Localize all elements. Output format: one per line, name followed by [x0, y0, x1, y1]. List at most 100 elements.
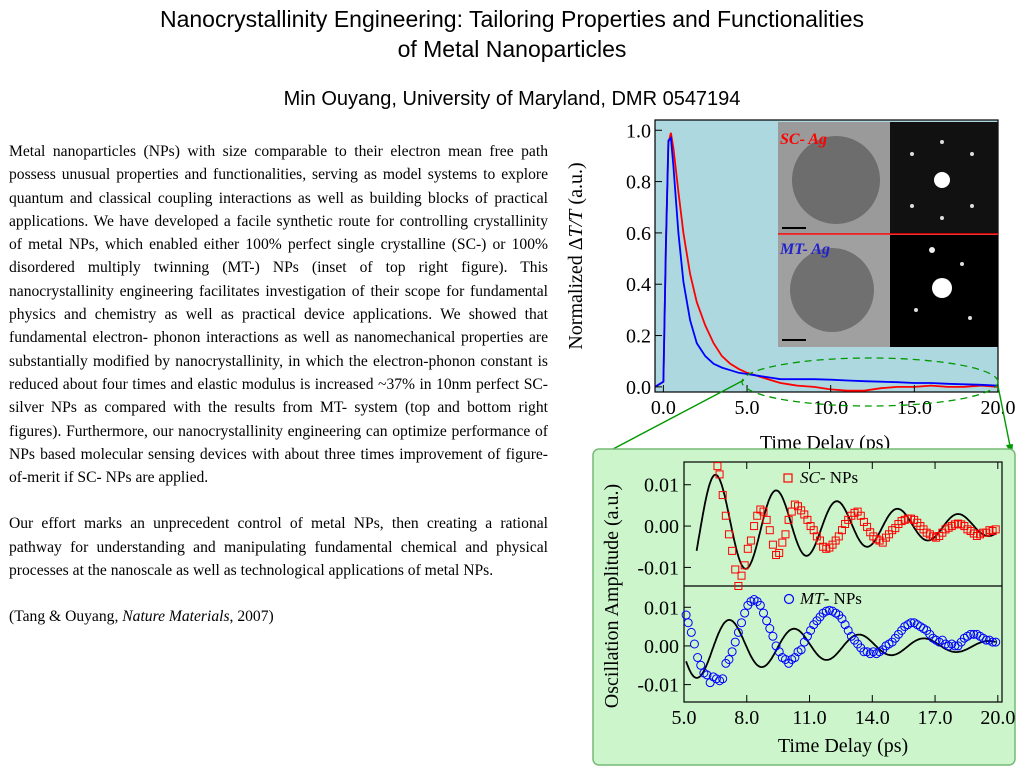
sc-diffraction-spot	[910, 204, 914, 208]
transient-y-tick-label: 1.0	[626, 120, 651, 142]
title-line-2: of Metal Nanoparticles	[397, 36, 627, 62]
sc-data-point	[731, 565, 740, 574]
mt-ag-label: MT- Ag	[779, 241, 830, 258]
sc-data-point	[740, 561, 749, 570]
author-line: Min Ouyang, University of Maryland, DMR …	[283, 88, 741, 110]
mt-data-point	[796, 645, 806, 655]
transient-series-1	[654, 136, 999, 388]
legend-mt-nps: MT- NPs	[783, 589, 862, 608]
mt-data-point	[843, 625, 853, 635]
oscillation-x-tick-label: 20.0	[980, 707, 1015, 729]
transient-x-tick-label: 15.0	[897, 397, 932, 419]
sc-data-point	[781, 530, 790, 539]
body-text: Metal nanoparticles (NPs) with size comp…	[9, 140, 548, 629]
mt-diffraction-spot	[960, 262, 964, 266]
title-line-1: Nanocrystallinity Engineering: Tailoring…	[159, 6, 864, 32]
citation: (Tang & Ouyang, Nature Materials, 2007)	[9, 605, 548, 628]
mt-data-point	[683, 618, 693, 628]
sc-data-point	[715, 470, 724, 479]
citation-prefix: (Tang & Ouyang,	[9, 608, 123, 626]
mt-data-point	[724, 654, 734, 664]
sc-ag-label: SC- Ag	[780, 131, 827, 148]
sc-diffraction-spot	[940, 216, 944, 220]
mt-data-point	[727, 647, 737, 657]
sc-data-point	[991, 525, 1000, 534]
legend-mt-marker	[783, 593, 795, 605]
transient-y-tick-label: 0.8	[626, 172, 651, 194]
sc-data-point	[737, 571, 746, 580]
sc-data-point	[713, 462, 722, 471]
transient-y-axis-label: Normalized ΔT/T (a.u.)	[565, 162, 587, 349]
sc-data-point	[721, 511, 730, 520]
mt-data-point	[840, 620, 850, 630]
mt-data-point	[799, 637, 809, 647]
mt-data-point	[693, 653, 703, 663]
oscillation-y-tick-label: -0.01	[637, 675, 679, 697]
oscillation-x-tick-label: 8.0	[734, 707, 759, 729]
oscillation-plot-frame	[683, 461, 1003, 703]
mt-data-point	[696, 660, 706, 670]
transient-x-tick-label: 5.0	[735, 397, 760, 419]
oscillation-y-tick-label: 0.01	[644, 475, 679, 497]
mt-diffraction-spot	[929, 247, 935, 253]
sc-particle-image	[792, 136, 880, 224]
oscillation-y-tick-label: 0.00	[644, 516, 679, 538]
sc-data-point	[768, 540, 777, 549]
mt-data-point	[824, 605, 834, 615]
mt-data-point	[802, 631, 812, 641]
sc-diffraction-center	[934, 172, 950, 188]
sc-data-point	[775, 548, 784, 557]
mt-data-point	[774, 647, 784, 657]
transient-chart: SC- Ag MT- Ag 0.0 5.0 10.0 15.0 20.0 0.0 0.2 0.…	[565, 119, 1016, 454]
sc-data-point	[718, 491, 727, 500]
mt-data-point	[765, 624, 775, 634]
oscillation-x-axis-label: Time Delay (ps)	[778, 735, 908, 757]
oscillation-chart: 0.01 0.00 -0.01 0.01 0.00 -0.01 5.0 8.0 11.0 14.0…	[592, 448, 1016, 766]
mt-data-point	[740, 608, 750, 618]
micrograph-inset: SC- Ag MT- Ag	[778, 122, 998, 347]
legend-mt-text: MT- NPs	[799, 589, 862, 608]
mt-diffraction-spot	[914, 308, 918, 312]
mt-data-point	[737, 618, 747, 628]
transient-x-tick-label: 0.0	[651, 397, 676, 419]
mt-data-point	[981, 635, 991, 645]
oscillation-x-tick-label: 11.0	[792, 707, 826, 729]
transient-y-tick-label: 0.6	[626, 223, 651, 245]
sc-data-point	[765, 526, 774, 535]
oscillation-x-tick-label: 17.0	[918, 707, 953, 729]
slide-title: Nanocrystallinity Engineering: Tailoring…	[0, 4, 1024, 64]
mt-particle-image	[790, 248, 874, 332]
mt-data-point	[988, 637, 998, 647]
paragraph-2: Our effort marks an unprecedent control …	[9, 515, 548, 580]
sc-data-point	[728, 546, 737, 555]
sc-diffraction-spot	[970, 204, 974, 208]
mt-data-point	[806, 625, 816, 635]
sc-data-point	[784, 515, 793, 524]
transient-y-tick-label: 0.2	[626, 326, 651, 348]
transient-x-tick-label: 20.0	[981, 397, 1016, 419]
mt-data-point	[730, 637, 740, 647]
mt-data-point	[821, 606, 831, 616]
oscillation-y-tick-label: 0.01	[644, 597, 679, 619]
oscillation-y-tick-label: -0.01	[637, 557, 679, 579]
sc-diffraction-spot	[940, 140, 944, 144]
oscillation-panel-bg	[592, 448, 1016, 766]
oscillation-x-tick-label: 5.0	[672, 707, 697, 729]
sc-data-point	[750, 522, 759, 531]
sc-data-point	[762, 515, 771, 524]
oscillation-x-tick-label: 14.0	[855, 707, 890, 729]
mt-data-point	[859, 647, 869, 657]
mt-data-point	[686, 627, 696, 637]
mt-data-point	[733, 627, 743, 637]
mt-data-point	[966, 629, 976, 639]
mt-data-point	[718, 674, 728, 684]
legend-sc-marker	[783, 473, 793, 483]
paragraph-1: Metal nanoparticles (NPs) with size comp…	[9, 143, 548, 487]
sc-data-point	[759, 507, 768, 516]
oscillation-y-tick-label: 0.00	[644, 636, 679, 658]
transient-y-tick-label: 0.0	[626, 377, 651, 399]
sc-diffraction-spot	[910, 152, 914, 156]
sc-data-point	[746, 536, 755, 545]
legend-sc-nps: SC- NPs	[783, 468, 858, 487]
mt-data-point	[702, 670, 712, 680]
